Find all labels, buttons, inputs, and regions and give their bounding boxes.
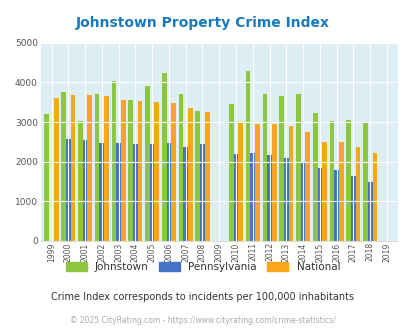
Bar [154,102,159,241]
Bar [228,104,233,241]
Legend: Johnstown, Pennsylvania, National: Johnstown, Pennsylvania, National [62,258,343,276]
Bar [312,114,317,241]
Bar [333,170,338,241]
Bar [283,158,288,241]
Bar [78,121,83,241]
Bar [233,154,238,241]
Bar [178,94,183,241]
Bar [99,143,104,241]
Bar [300,163,305,241]
Bar [133,144,137,241]
Bar [322,142,326,241]
Bar [45,114,49,241]
Bar [87,95,92,241]
Text: Crime Index corresponds to incidents per 100,000 inhabitants: Crime Index corresponds to incidents per… [51,292,354,302]
Bar [166,143,171,241]
Bar [145,86,149,241]
Bar [121,100,125,241]
Bar [262,94,266,241]
Bar [317,168,322,241]
Bar [288,126,293,241]
Bar [183,147,188,241]
Bar [254,124,259,241]
Bar [83,140,87,241]
Bar [188,108,192,241]
Bar [200,144,204,241]
Bar [137,101,142,241]
Bar [149,144,154,241]
Bar [367,182,372,241]
Bar [171,103,175,241]
Bar [372,153,376,241]
Bar [104,96,109,241]
Bar [111,81,116,241]
Bar [54,98,58,241]
Bar [279,96,283,241]
Bar [295,94,300,241]
Bar [345,120,350,241]
Bar [271,124,276,241]
Text: Johnstown Property Crime Index: Johnstown Property Crime Index [76,16,329,30]
Bar [204,112,209,241]
Bar [162,73,166,241]
Bar [61,92,66,241]
Bar [362,122,367,241]
Bar [355,147,360,241]
Bar [245,71,250,241]
Bar [350,176,355,241]
Bar [338,142,343,241]
Bar [94,94,99,241]
Bar [305,132,309,241]
Bar [238,123,243,241]
Bar [195,111,200,241]
Bar [128,100,133,241]
Bar [116,143,121,241]
Bar [266,155,271,241]
Text: © 2025 CityRating.com - https://www.cityrating.com/crime-statistics/: © 2025 CityRating.com - https://www.city… [70,315,335,325]
Bar [329,121,333,241]
Bar [250,153,254,241]
Bar [70,95,75,241]
Bar [66,139,70,241]
